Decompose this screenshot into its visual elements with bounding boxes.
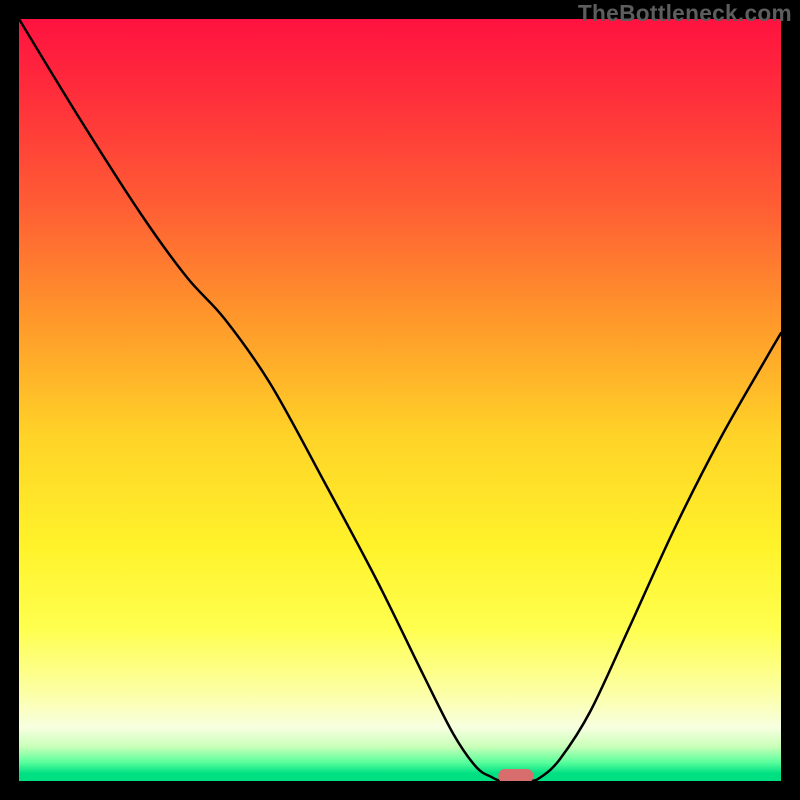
- chart-background: [19, 19, 781, 781]
- chart-svg: [0, 0, 800, 800]
- bottleneck-chart: TheBottleneck.com: [0, 0, 800, 800]
- watermark-text: TheBottleneck.com: [578, 0, 792, 27]
- optimal-marker: [499, 770, 533, 783]
